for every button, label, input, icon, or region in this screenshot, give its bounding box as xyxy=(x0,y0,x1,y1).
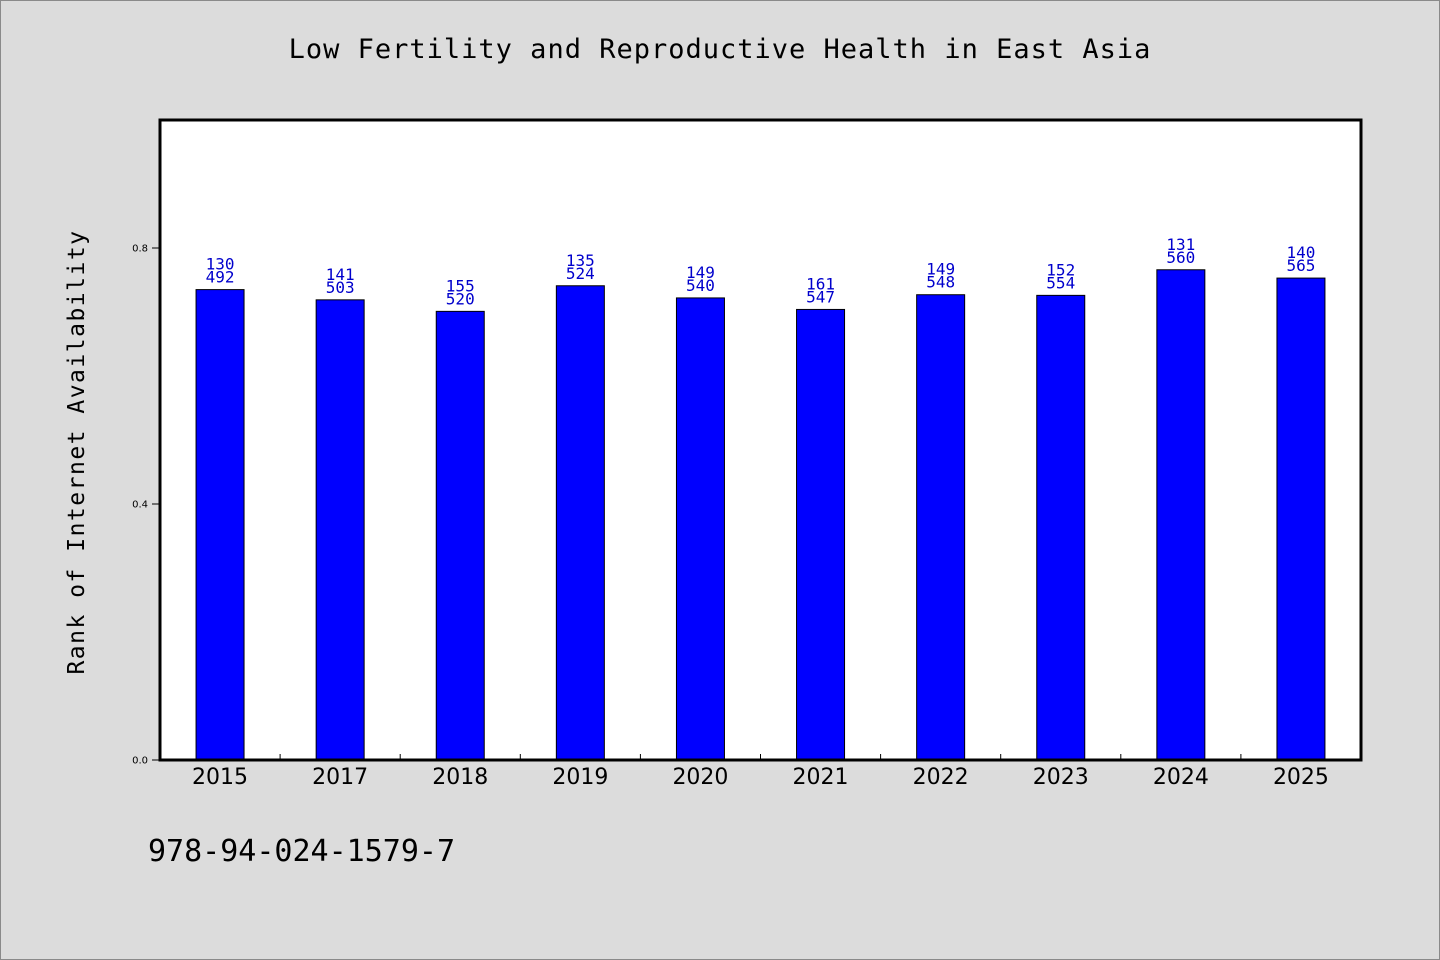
bar xyxy=(1276,277,1326,761)
bar-data-label: 155 xyxy=(446,276,475,295)
bar-data-label: 548 xyxy=(926,273,955,292)
bar xyxy=(195,289,245,761)
x-tick-label: 2019 xyxy=(552,765,608,790)
x-tick-label: 2021 xyxy=(793,765,849,790)
bar-data-label: 131 xyxy=(1166,235,1195,254)
bar-data-label: 141 xyxy=(326,265,355,284)
x-tick-label: 2017 xyxy=(312,765,368,790)
plot-border xyxy=(158,118,1363,762)
bar xyxy=(1036,294,1086,761)
x-tick-label: 2022 xyxy=(913,765,969,790)
y-tick-label: 0.8 xyxy=(132,244,148,255)
bar xyxy=(315,299,365,761)
bar-data-label: 140 xyxy=(1286,243,1315,262)
bar xyxy=(555,285,605,761)
bar-data-label: 560 xyxy=(1166,248,1195,267)
bar-data-label: 135 xyxy=(566,251,595,270)
bar-data-label: 149 xyxy=(686,263,715,282)
bar-data-label: 565 xyxy=(1286,256,1315,275)
bar-data-label: 524 xyxy=(566,264,595,283)
x-tick-label: 2018 xyxy=(432,765,488,790)
bar-data-label: 161 xyxy=(806,274,835,293)
bar xyxy=(675,297,725,761)
y-tick-label: 0.0 xyxy=(132,756,148,767)
x-tick-label: 2023 xyxy=(1033,765,1089,790)
y-tick-label: 0.4 xyxy=(132,500,148,511)
x-tick-label: 2015 xyxy=(192,765,248,790)
bar xyxy=(1156,269,1206,761)
x-tick-label: 2020 xyxy=(672,765,728,790)
x-tick-label: 2025 xyxy=(1273,765,1329,790)
isbn-label: 978-94-024-1579-7 xyxy=(148,834,456,869)
bar-data-label: 547 xyxy=(806,287,835,306)
bar-data-label: 492 xyxy=(206,268,235,287)
x-tick-label: 2024 xyxy=(1153,765,1209,790)
bar-data-label: 130 xyxy=(206,255,235,274)
bar-data-label: 503 xyxy=(326,278,355,297)
bar-data-label: 520 xyxy=(446,289,475,308)
bar-data-label: 152 xyxy=(1046,260,1075,279)
chart-title: Low Fertility and Reproductive Health in… xyxy=(288,34,1152,65)
bar-data-label: 554 xyxy=(1046,273,1075,292)
bar-data-label: 540 xyxy=(686,276,715,295)
bar xyxy=(916,294,966,761)
bar xyxy=(796,308,846,761)
bar xyxy=(435,310,485,761)
bar-data-label: 149 xyxy=(926,260,955,279)
